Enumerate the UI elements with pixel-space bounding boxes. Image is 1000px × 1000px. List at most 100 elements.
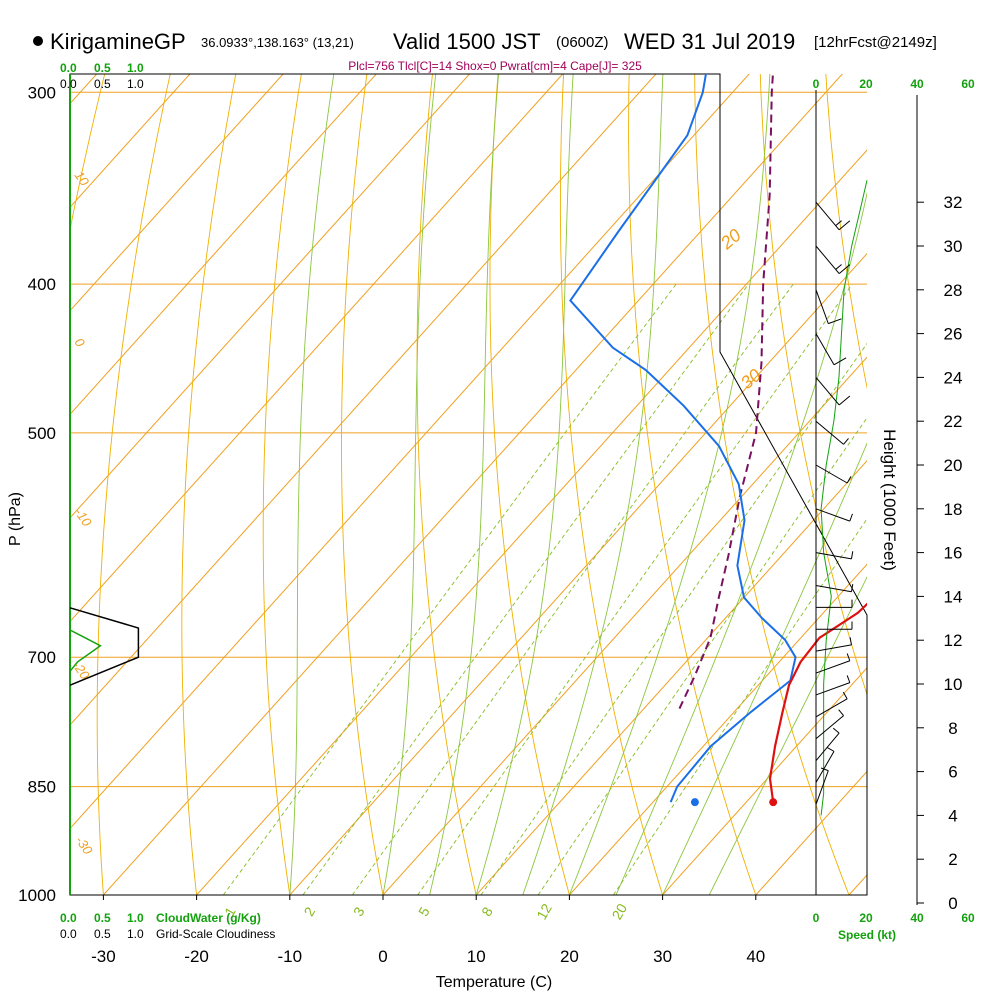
height-tick-label: 18 [944,500,963,519]
x-tick-label: 30 [653,947,672,966]
mixing-ratio-label: 20 [608,901,630,923]
mixing-ratio-labels: 1 2 3 5 8 12 20 [221,901,630,923]
cloudwater-scale-top-0: 0.0 [60,61,77,75]
x-tick-label: 20 [560,947,579,966]
dry-adiabat [628,74,757,895]
wind-barb-shaft [815,644,852,652]
moist-adiabat [522,74,664,895]
isotherm-line [70,74,191,208]
x-tick-label: 0 [378,947,387,966]
background-lines [0,0,867,895]
mixing-ratio-line [537,417,867,895]
height-tick-label: 12 [944,631,963,650]
isotherm-line [70,74,284,312]
wind-barb-shaft [815,751,835,783]
mixing-ratio-line [352,283,794,895]
wind-barb-half-flag [835,264,842,270]
dry-adiabat [341,74,384,895]
wind-barb-shaft [815,584,852,593]
y-tick-label: 500 [28,424,56,443]
dry-adiabat [416,74,477,895]
forecast-info: [12hrFcst@2149z] [814,34,937,51]
wind-barb-flag [828,318,842,325]
plot-frame [69,73,868,896]
wind-barb [815,551,854,560]
moist-adiabat [429,74,500,895]
wind-barb-shaft [815,660,850,674]
x-tick-label: -20 [184,947,209,966]
speed-tick-bottom: 60 [961,911,975,925]
speed-tick-top: 60 [961,77,975,91]
wind-barb-half-flag [838,709,844,716]
wind-barb-half-flag [850,551,854,559]
wind-barb-flag [833,357,847,366]
parcel-profile [678,74,774,709]
y-tick-label: 400 [28,275,56,294]
dry-adiabat [759,74,867,696]
height-tick-label: 0 [948,894,957,913]
dry-adiabat [825,74,867,390]
wind-barb [815,584,854,593]
cloud-panel [69,607,140,686]
wind-barb [815,637,852,652]
y-tick-label: 700 [28,648,56,667]
wind-barb [815,289,842,325]
wind-barb-flag [838,395,851,406]
isotherm-line [382,356,867,895]
surface-dewpoint-dot [690,798,699,807]
mixing-ratio-line [417,283,853,895]
y-tick-label: 850 [28,778,56,797]
cloudiness-label: Grid-Scale Cloudiness [156,927,275,941]
cloudiness-scale-bot-0: 0.0 [60,927,77,941]
cloudiness-scale-bot-1: 0.5 [94,927,111,941]
wind-barb-half-flag [850,584,854,592]
wind-barb-shaft [815,464,848,484]
moist-adiabat [289,74,335,895]
moist-adiabat [615,191,867,895]
wind-barb [815,333,847,366]
x-tick-label: 40 [746,947,765,966]
moist-adiabat [708,576,867,895]
wind-barb [815,727,840,761]
isotherm-line [70,74,471,519]
isotherm-line [848,874,867,895]
isotherm-line [0,0,96,895]
isotherm-label-minus20: -20 [70,658,94,683]
dry-adiabat [489,74,570,895]
mixing-ratio-line [480,342,867,895]
mixing-ratio-label: 2 [301,904,319,919]
wind-barb [815,709,844,740]
height-tick-label: 16 [944,544,963,563]
speed-tick-top: 20 [859,77,873,91]
wind-barb [815,675,851,696]
moist-adiabat [568,74,771,895]
station-name: KirigamineGP [50,29,186,54]
height-axis-title: Height (1000 Feet) [880,429,899,571]
x-tick-label: -10 [278,947,303,966]
cloudiness-scale-top-2: 1.0 [127,77,144,91]
speed-tick-bottom: 40 [910,911,924,925]
dry-adiabat [181,74,237,895]
wind-barb [816,621,853,630]
y-tick-label: 1000 [18,886,56,905]
isotherm-line [475,460,867,895]
height-tick-label: 28 [944,281,963,300]
height-tick-label: 30 [944,237,963,256]
cloudiness-scale-top-1: 0.5 [94,77,111,91]
wind-barb-half-flag [835,220,842,227]
station-coords: 36.0933°,138.163° (13,21) [201,35,354,50]
dewpoint-profile [569,74,797,803]
height-tick-label: 24 [944,368,963,387]
cloudwater-profile [69,629,102,672]
isotherm-label-0: 0 [72,335,89,350]
moist-adiabat [662,442,867,895]
wind-barb-shaft [815,289,829,324]
valid-time: Valid 1500 JST [393,29,541,54]
height-tick-label: 22 [944,412,963,431]
y-tick-label: 300 [28,83,56,102]
sounding-parameters: Plcl=756 Tlcl[C]=14 Shox=0 Pwrat[cm]=4 C… [348,59,642,73]
wind-barb [815,201,851,231]
wind-barb-shaft [815,508,850,522]
mixing-ratio-label: 5 [415,904,433,919]
